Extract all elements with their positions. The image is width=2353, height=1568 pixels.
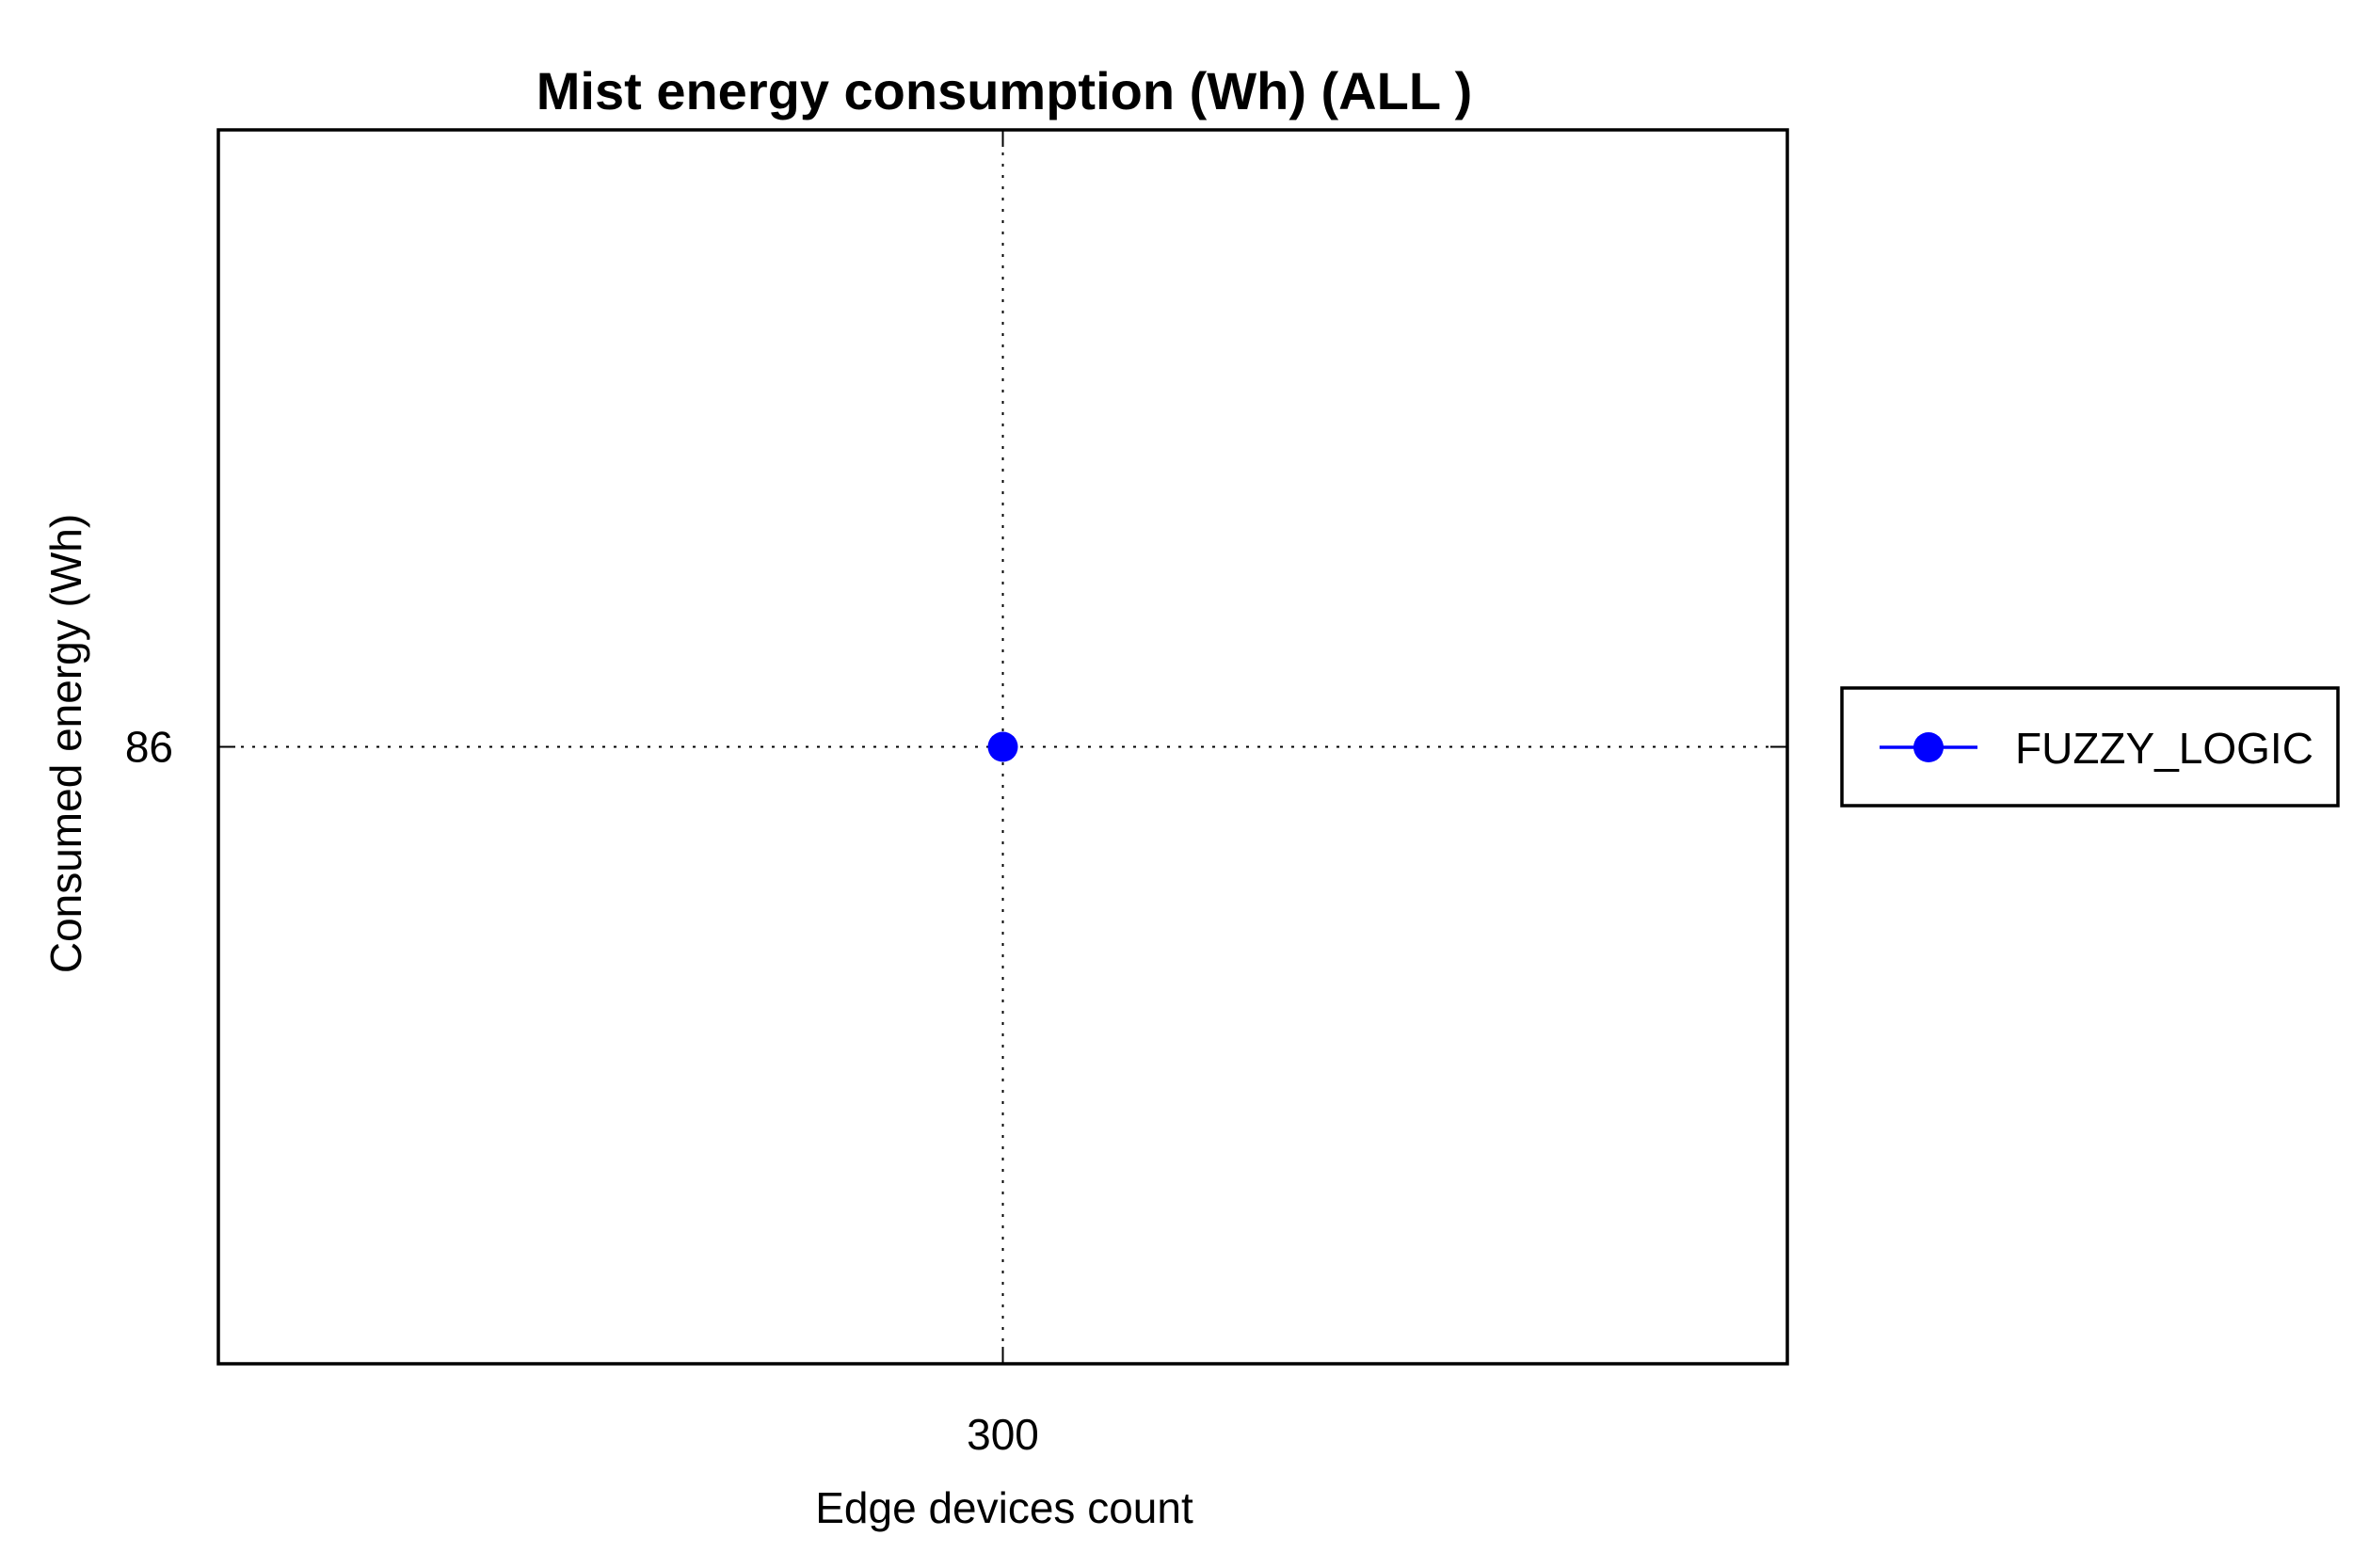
grid-lines	[218, 130, 1787, 1364]
legend-marker-fuzzy-logic	[1913, 732, 1944, 762]
x-axis-label: Edge devices count	[815, 1483, 1193, 1532]
y-axis-label: Consumed energy (Wh)	[41, 514, 90, 973]
axis-ticks: 300 86	[125, 130, 1787, 1459]
y-tick-label: 86	[125, 723, 173, 772]
chart-title: Mist energy consumption (Wh) (ALL )	[536, 61, 1472, 120]
series-layer	[987, 731, 1018, 762]
data-point-marker	[987, 731, 1018, 762]
x-tick-label: 300	[967, 1410, 1039, 1459]
legend: FUZZY_LOGIC	[1840, 686, 2340, 808]
legend-label-fuzzy-logic: FUZZY_LOGIC	[2015, 724, 2313, 773]
